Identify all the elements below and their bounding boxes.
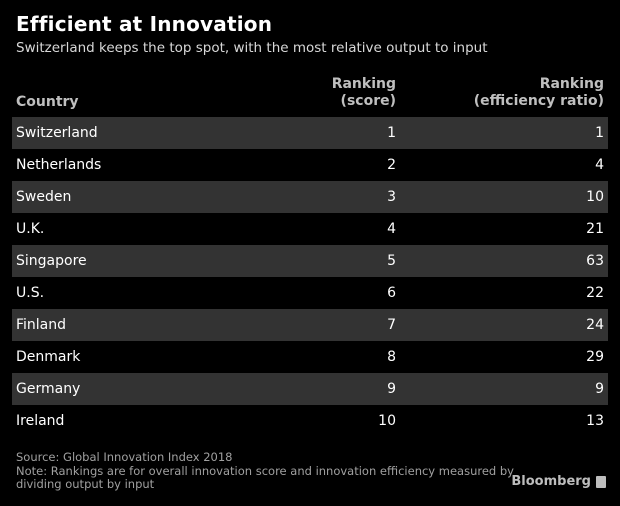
brand-name: Bloomberg bbox=[511, 474, 591, 489]
table-row: U.K. 4 21 bbox=[12, 213, 608, 245]
table-row: Ireland 10 13 bbox=[12, 405, 608, 437]
cell-ranking-score: 10 bbox=[378, 413, 396, 429]
cell-country: Finland bbox=[16, 317, 67, 333]
cell-ranking-efficiency: 13 bbox=[586, 413, 604, 429]
cell-ranking-efficiency: 1 bbox=[595, 125, 604, 141]
cell-ranking-score: 2 bbox=[387, 157, 396, 173]
cell-country: Singapore bbox=[16, 253, 87, 269]
cell-ranking-score: 4 bbox=[387, 221, 396, 237]
ranking-table: Switzerland 1 1 Netherlands 2 4 Sweden 3 10 U.K. 4… bbox=[12, 117, 608, 437]
cell-ranking-efficiency: 24 bbox=[586, 317, 604, 333]
table-row: U.S. 6 22 bbox=[12, 277, 608, 309]
brand-logo: Bloomberg bbox=[511, 474, 606, 489]
table-row: Singapore 5 63 bbox=[12, 245, 608, 277]
table-row: Sweden 3 10 bbox=[12, 181, 608, 213]
cell-ranking-score: 9 bbox=[387, 381, 396, 397]
cell-ranking-efficiency: 22 bbox=[586, 285, 604, 301]
header-efficiency-line-2: (efficiency ratio) bbox=[473, 93, 604, 109]
chart-subtitle: Switzerland keeps the top spot, with the… bbox=[16, 40, 488, 56]
header-score-line-1: Ranking bbox=[331, 76, 396, 92]
cell-ranking-efficiency: 10 bbox=[586, 189, 604, 205]
cell-ranking-efficiency: 9 bbox=[595, 381, 604, 397]
cell-country: Netherlands bbox=[16, 157, 102, 173]
cell-country: Germany bbox=[16, 381, 81, 397]
bloomberg-terminal-icon bbox=[596, 475, 606, 488]
chart-footer: Source: Global Innovation Index 2018 Not… bbox=[16, 450, 516, 492]
cell-ranking-efficiency: 63 bbox=[586, 253, 604, 269]
table-row: Finland 7 24 bbox=[12, 309, 608, 341]
cell-ranking-efficiency: 4 bbox=[595, 157, 604, 173]
header-score-line-2: (score) bbox=[340, 93, 396, 109]
cell-country: U.K. bbox=[16, 221, 45, 237]
cell-ranking-efficiency: 29 bbox=[586, 349, 604, 365]
cell-ranking-score: 7 bbox=[387, 317, 396, 333]
cell-ranking-score: 6 bbox=[387, 285, 396, 301]
cell-ranking-score: 3 bbox=[387, 189, 396, 205]
cell-ranking-score: 8 bbox=[387, 349, 396, 365]
table-row: Germany 9 9 bbox=[12, 373, 608, 405]
header-efficiency-line-1: Ranking bbox=[539, 76, 604, 92]
header-country: Country bbox=[16, 94, 79, 110]
cell-country: Switzerland bbox=[16, 125, 98, 141]
cell-ranking-score: 5 bbox=[387, 253, 396, 269]
table-row: Denmark 8 29 bbox=[12, 341, 608, 373]
cell-ranking-efficiency: 21 bbox=[586, 221, 604, 237]
table-row: Switzerland 1 1 bbox=[12, 117, 608, 149]
cell-country: U.S. bbox=[16, 285, 45, 301]
source-text: Source: Global Innovation Index 2018 bbox=[16, 450, 233, 464]
cell-ranking-score: 1 bbox=[387, 125, 396, 141]
cell-country: Denmark bbox=[16, 349, 81, 365]
header-ranking-efficiency: Ranking (efficiency ratio) bbox=[474, 76, 604, 110]
note-text: Note: Rankings are for overall innovatio… bbox=[16, 463, 514, 491]
cell-country: Sweden bbox=[16, 189, 72, 205]
chart-title: Efficient at Innovation bbox=[16, 12, 273, 36]
table-row: Netherlands 2 4 bbox=[12, 149, 608, 181]
table-header: Country Ranking (score) Ranking (efficie… bbox=[16, 74, 604, 110]
header-ranking-score: Ranking (score) bbox=[332, 76, 396, 110]
cell-country: Ireland bbox=[16, 413, 65, 429]
